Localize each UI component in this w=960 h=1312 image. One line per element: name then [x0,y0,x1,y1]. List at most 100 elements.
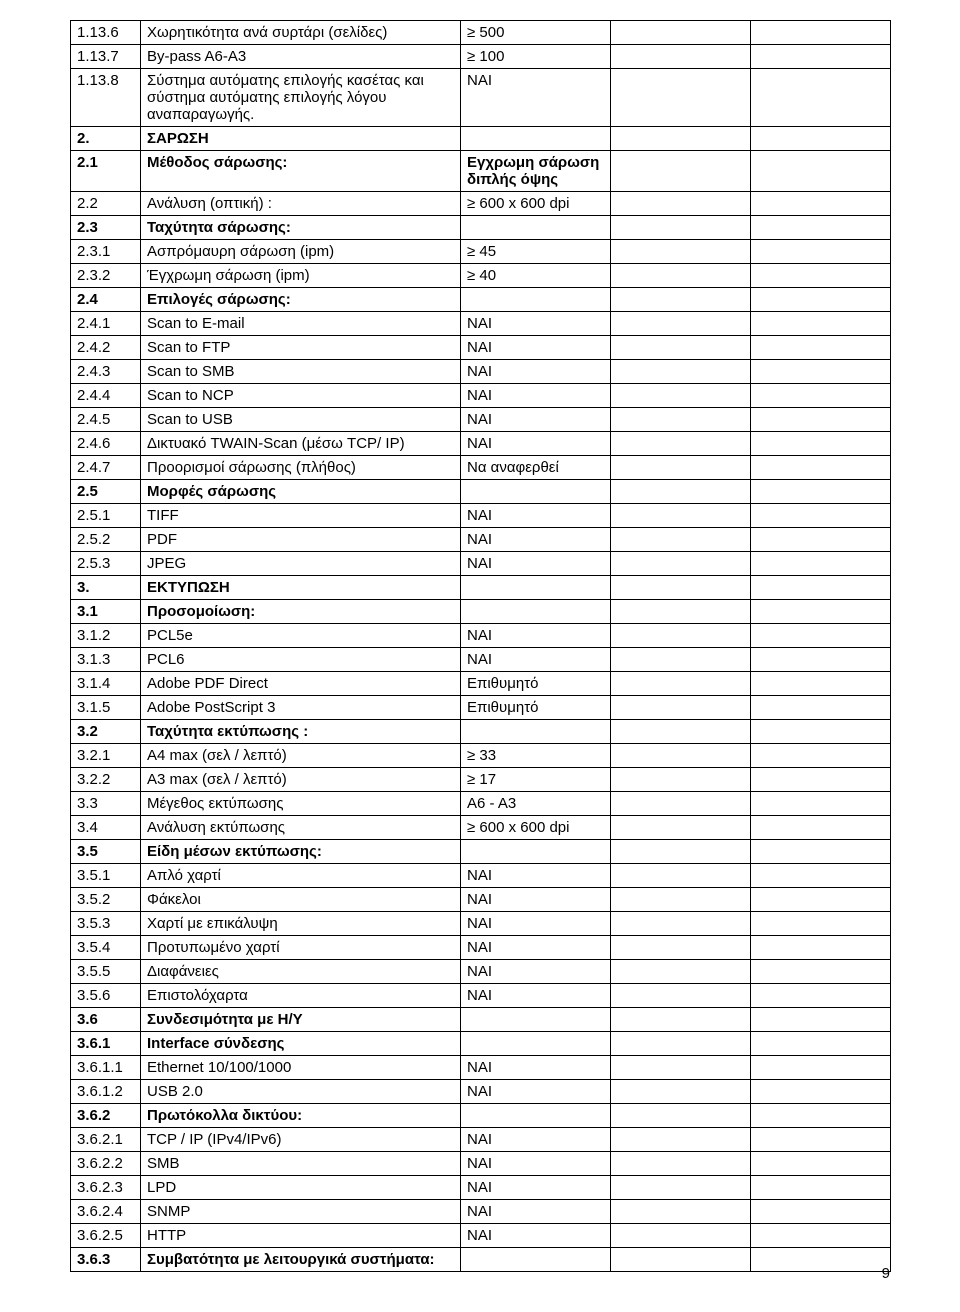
table-row: 3.ΕΚΤΥΠΩΣΗ [71,576,891,600]
table-cell: ΝΑΙ [461,624,611,648]
table-cell [611,408,751,432]
table-cell: Χαρτί με επικάλυψη [141,912,461,936]
table-row: 3.6.1.1Ethernet 10/100/1000ΝΑΙ [71,1056,891,1080]
table-row: 2.4.3Scan to SMBΝΑΙ [71,360,891,384]
table-cell: PCL6 [141,648,461,672]
table-row: 3.6.2.1TCP / IP (IPv4/IPv6)ΝΑΙ [71,1128,891,1152]
page-container: 1.13.6Χωρητικότητα ανά συρτάρι (σελίδες)… [0,0,960,1312]
table-row: 3.5.6ΕπιστολόχαρταΝΑΙ [71,984,891,1008]
table-cell [611,69,751,127]
table-cell [751,504,891,528]
table-cell [611,600,751,624]
table-cell: 3.5 [71,840,141,864]
table-cell [751,264,891,288]
table-cell: 3.6.2.4 [71,1200,141,1224]
table-row: 3.5.1Απλό χαρτίΝΑΙ [71,864,891,888]
table-cell: 2.4.3 [71,360,141,384]
table-cell [461,600,611,624]
table-cell [461,1008,611,1032]
table-row: 3.5.3Χαρτί με επικάλυψηΝΑΙ [71,912,891,936]
table-cell: 2.5.3 [71,552,141,576]
table-row: 2.2Ανάλυση (οπτική) :≥ 600 x 600 dpi [71,192,891,216]
table-cell [611,864,751,888]
table-row: 2.4.4Scan to NCPΝΑΙ [71,384,891,408]
table-cell: 3.2.2 [71,768,141,792]
table-cell: 3.6.2.5 [71,1224,141,1248]
table-row: 3.1.4Adobe PDF DirectΕπιθυμητό [71,672,891,696]
table-cell: ΝΑΙ [461,408,611,432]
table-cell [611,816,751,840]
table-row: 2.3.2Έγχρωμη σάρωση (ipm)≥ 40 [71,264,891,288]
table-cell: ΝΑΙ [461,1200,611,1224]
table-cell: 3.6 [71,1008,141,1032]
table-cell [611,696,751,720]
table-cell: 2.5 [71,480,141,504]
table-cell [611,45,751,69]
table-cell [751,360,891,384]
table-cell: Scan to SMB [141,360,461,384]
table-cell [751,696,891,720]
table-cell: TCP / IP (IPv4/IPv6) [141,1128,461,1152]
table-cell [751,151,891,192]
table-cell: 3.6.2.2 [71,1152,141,1176]
table-cell: A6 - A3 [461,792,611,816]
table-row: 3.5.5ΔιαφάνειεςΝΑΙ [71,960,891,984]
table-cell [611,768,751,792]
table-cell [751,192,891,216]
table-cell: Α3 max (σελ / λεπτό) [141,768,461,792]
spec-table-body: 1.13.6Χωρητικότητα ανά συρτάρι (σελίδες)… [71,21,891,1272]
table-cell: ΝΑΙ [461,984,611,1008]
table-cell: 2.1 [71,151,141,192]
table-cell: 2.5.1 [71,504,141,528]
table-row: 2.5Μορφές σάρωσης [71,480,891,504]
table-cell: SMB [141,1152,461,1176]
table-cell: 3.1 [71,600,141,624]
table-cell [751,864,891,888]
table-cell [751,21,891,45]
table-cell [611,984,751,1008]
table-cell [461,288,611,312]
table-cell: 2.5.2 [71,528,141,552]
table-cell [611,312,751,336]
table-cell: PDF [141,528,461,552]
table-cell [751,240,891,264]
table-cell: Δικτυακό TWAIN-Scan (μέσω TCP/ IP) [141,432,461,456]
table-cell: 3.5.2 [71,888,141,912]
table-row: 3.1.5Adobe PostScript 3Επιθυμητό [71,696,891,720]
table-cell: Scan to NCP [141,384,461,408]
table-cell: HTTP [141,1224,461,1248]
table-cell [751,624,891,648]
table-cell: Να αναφερθεί [461,456,611,480]
table-cell [751,1176,891,1200]
table-cell: 3.5.6 [71,984,141,1008]
table-cell: ΕΚΤΥΠΩΣΗ [141,576,461,600]
table-cell: ΝΑΙ [461,312,611,336]
table-cell: Συμβατότητα με λειτουργικά συστήματα: [141,1248,461,1272]
table-cell [751,408,891,432]
table-cell [751,1248,891,1272]
table-cell: Είδη μέσων εκτύπωσης: [141,840,461,864]
table-cell: Scan to USB [141,408,461,432]
table-cell [611,960,751,984]
table-cell [611,840,751,864]
table-cell: Adobe PDF Direct [141,672,461,696]
table-cell: 2.4.1 [71,312,141,336]
table-cell: 3.1.5 [71,696,141,720]
table-cell: Ανάλυση εκτύπωσης [141,816,461,840]
table-cell: ΝΑΙ [461,888,611,912]
table-cell [611,1152,751,1176]
table-cell [611,1200,751,1224]
table-cell [611,240,751,264]
table-cell: 3.1.3 [71,648,141,672]
table-cell: ΝΑΙ [461,912,611,936]
table-cell: LPD [141,1176,461,1200]
table-cell [611,288,751,312]
table-row: 3.3Μέγεθος εκτύπωσηςA6 - A3 [71,792,891,816]
table-cell: 3.6.3 [71,1248,141,1272]
table-cell: Επιστολόχαρτα [141,984,461,1008]
table-cell [751,1152,891,1176]
table-row: 2.3.1Ασπρόμαυρη σάρωση (ipm)≥ 45 [71,240,891,264]
table-cell [751,456,891,480]
table-cell: Μέθοδος σάρωσης: [141,151,461,192]
table-cell [611,624,751,648]
